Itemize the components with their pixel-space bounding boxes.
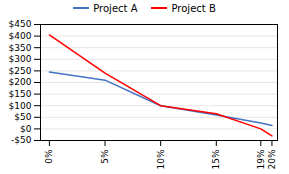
svg-text:15%: 15% [211, 149, 221, 169]
svg-text:10%: 10% [156, 149, 166, 169]
html-text:Project B: Project B [171, 2, 216, 14]
svg-text:$400: $400 [9, 31, 32, 41]
svg-text:-$50: -$50 [11, 135, 32, 145]
svg-text:$350: $350 [9, 43, 32, 53]
svg-text:20%: 20% [267, 149, 277, 169]
svg-text:0%: 0% [44, 149, 54, 164]
svg-text:$0: $0 [20, 124, 32, 134]
svg-text:5%: 5% [100, 149, 110, 164]
svg-text:$100: $100 [9, 101, 32, 111]
svg-text:$50: $50 [14, 112, 31, 122]
svg-text:$150: $150 [9, 89, 32, 99]
html-text:Project A: Project A [93, 2, 138, 14]
svg-text:$450: $450 [9, 19, 32, 29]
svg-text:$200: $200 [9, 77, 32, 87]
svg-text:$300: $300 [9, 54, 32, 64]
svg-text:$250: $250 [9, 66, 32, 76]
svg-text:19%: 19% [256, 149, 266, 169]
